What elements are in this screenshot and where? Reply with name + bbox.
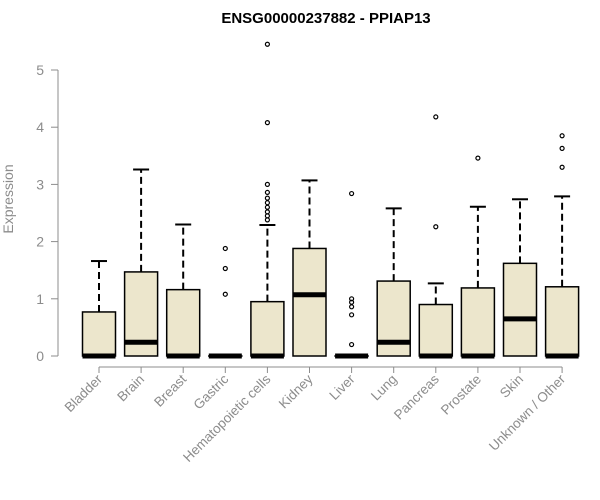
box-unknown-other — [544, 133, 580, 359]
y-tick-label: 1 — [36, 291, 44, 307]
x-tick-label: Unknown / Other — [486, 371, 569, 454]
x-tick-label: Prostate — [438, 372, 484, 418]
box-hematopoietic-cells — [250, 41, 285, 359]
box-gastric — [208, 245, 243, 359]
y-tick-label: 4 — [36, 119, 44, 135]
box-body — [502, 262, 538, 357]
box-body — [418, 303, 454, 357]
box-body — [81, 311, 117, 357]
box-bladder — [81, 260, 117, 359]
x-tick-label: Skin — [497, 372, 526, 401]
box-kidney — [292, 179, 327, 357]
box-body — [250, 300, 285, 357]
outlier-point — [349, 312, 355, 318]
x-tick-label: Brain — [114, 372, 147, 405]
box-body — [165, 288, 201, 357]
x-tick-label: Breast — [151, 371, 189, 409]
outlier-point — [264, 181, 270, 187]
box-liver — [334, 190, 369, 359]
outlier-point — [222, 245, 228, 252]
outlier-point — [264, 200, 270, 206]
box-prostate — [460, 155, 496, 359]
box-body — [460, 287, 496, 357]
outlier-point — [559, 133, 565, 139]
outlier-point — [264, 217, 270, 223]
y-tick-label: 2 — [36, 234, 44, 250]
outlier-point — [222, 265, 228, 272]
x-tick-label: Pancreas — [391, 371, 442, 422]
outlier-point — [349, 341, 355, 348]
box-brain — [123, 168, 159, 357]
outlier-point — [349, 190, 355, 197]
box-lung — [376, 207, 411, 357]
y-tick-label: 0 — [36, 348, 44, 364]
outlier-point — [559, 164, 565, 170]
x-tick-label: Liver — [326, 371, 358, 403]
outlier-point — [349, 304, 355, 310]
x-tick-label: Gastric — [191, 371, 232, 412]
outlier-point — [433, 114, 439, 120]
chart-title: ENSG00000237882 - PPIAP13 — [221, 10, 430, 27]
box-skin — [502, 198, 538, 357]
outlier-point — [559, 145, 565, 151]
outlier-point — [433, 224, 439, 230]
outlier-point — [264, 120, 270, 126]
outlier-point — [264, 209, 270, 215]
outlier-point — [264, 213, 270, 219]
outlier-point — [475, 155, 481, 161]
outlier-point — [264, 204, 270, 210]
x-tick-label: Kidney — [276, 371, 316, 411]
x-tick-label: Lung — [368, 372, 400, 404]
outlier-point — [222, 291, 228, 297]
outlier-point — [264, 189, 270, 196]
outlier-point — [264, 41, 270, 47]
box-breast — [165, 223, 201, 359]
y-tick-label: 5 — [36, 62, 44, 78]
y-axis: 0 1 2 3 4 5 — [36, 62, 59, 364]
box-group — [81, 41, 580, 359]
y-axis-label: Expression — [0, 164, 16, 233]
x-tick-label: Bladder — [62, 371, 106, 415]
box-body — [544, 286, 580, 357]
box-pancreas — [418, 114, 454, 359]
y-tick-label: 3 — [36, 176, 44, 192]
box-body — [292, 247, 327, 357]
outlier-point — [264, 195, 270, 201]
